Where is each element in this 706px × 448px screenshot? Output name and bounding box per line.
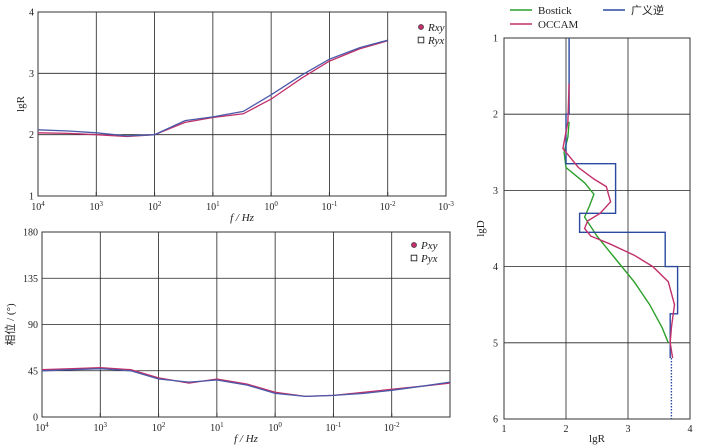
y-tick-label: 6 <box>493 415 498 426</box>
legend-label-rxy: Rxy <box>427 22 445 34</box>
legend-marker-ryx <box>417 36 425 44</box>
y-tick-label: 4 <box>493 262 498 273</box>
y-tick-label: 135 <box>23 274 38 285</box>
x-tick-label: 10-2 <box>380 200 396 213</box>
x-axis-label: f / Hz <box>230 212 255 224</box>
plot-frame <box>37 11 447 197</box>
x-tick-label: 101 <box>206 200 220 213</box>
x-tick-label: 103 <box>90 200 104 213</box>
x-tick-label: 10-2 <box>384 421 400 434</box>
y-axis-label: lgD <box>475 220 487 237</box>
x-tick-label: 10-1 <box>322 200 338 213</box>
resistivity-panel: 104 103 102 101 100 10-1 10-2 10-3 1 2 3 4 f / Hz lgR… <box>15 8 454 225</box>
series-line-ryx <box>37 39 388 137</box>
y-tick-label: 90 <box>28 320 38 331</box>
y-tick-label: 2 <box>29 130 34 141</box>
x-tick-label: 102 <box>148 200 162 213</box>
x-tick-label: 102 <box>152 421 166 434</box>
y-tick-label: 5 <box>493 338 498 349</box>
series-line-generalized-inverse <box>565 38 679 358</box>
legend-generalized-inverse-label: 广义逆 <box>631 3 664 17</box>
plot-frame <box>503 37 691 420</box>
legend-bostick-label: Bostick <box>538 5 572 17</box>
y-tick-label: 1 <box>29 192 34 203</box>
x-tick-label: 100 <box>264 200 278 213</box>
y-axis-label: 相位 / (°) <box>3 303 17 346</box>
y-tick-label: 1 <box>493 34 498 45</box>
x-axis-label: f / Hz <box>234 433 259 445</box>
x-tick-label: 100 <box>268 421 282 434</box>
legend-marker-pxy <box>411 242 417 248</box>
phase-panel: 104 103 102 101 100 10-1 10-2 0 45 90 135 180 f / Hz… <box>3 228 451 445</box>
legend-marker-rxy <box>418 24 424 30</box>
x-tick-label: 104 <box>35 421 49 434</box>
x-axis-label: lgR <box>589 433 606 445</box>
x-tick-label: 2 <box>564 424 569 435</box>
series-line-bostick <box>563 121 669 344</box>
y-tick-label: 3 <box>29 69 34 80</box>
y-tick-label: 180 <box>23 228 38 239</box>
legend-occam-label: OCCAM <box>538 19 579 31</box>
x-tick-label: 101 <box>210 421 224 434</box>
y-tick-label: 4 <box>29 8 34 19</box>
y-axis-label: lgR <box>15 95 27 112</box>
x-tick-label: 4 <box>688 424 693 435</box>
series-line-occam <box>562 83 676 359</box>
y-tick-label: 0 <box>33 413 38 424</box>
inversion-panel: 1 2 3 4 1 2 3 4 5 6 lgR lgD Bostick 广义逆 OCCAM <box>475 3 693 445</box>
legend-label-pxy: Pxy <box>420 240 438 252</box>
y-tick-label: 2 <box>493 110 498 121</box>
x-tick-label: 3 <box>626 424 631 435</box>
legend-marker-pyx <box>410 254 418 262</box>
x-tick-label: 104 <box>31 200 45 213</box>
series-line-pyx <box>41 368 451 398</box>
x-tick-label: 10-3 <box>438 200 454 213</box>
y-tick-label: 45 <box>28 366 38 377</box>
legend-label-pyx: Pyx <box>420 253 438 265</box>
series-line-pxy <box>41 367 451 398</box>
plot-frame <box>41 231 451 418</box>
x-tick-label: 1 <box>502 424 507 435</box>
y-tick-label: 3 <box>493 186 498 197</box>
legend-label-ryx: Ryx <box>427 35 444 47</box>
x-tick-label: 103 <box>94 421 108 434</box>
x-tick-label: 10-1 <box>326 421 342 434</box>
